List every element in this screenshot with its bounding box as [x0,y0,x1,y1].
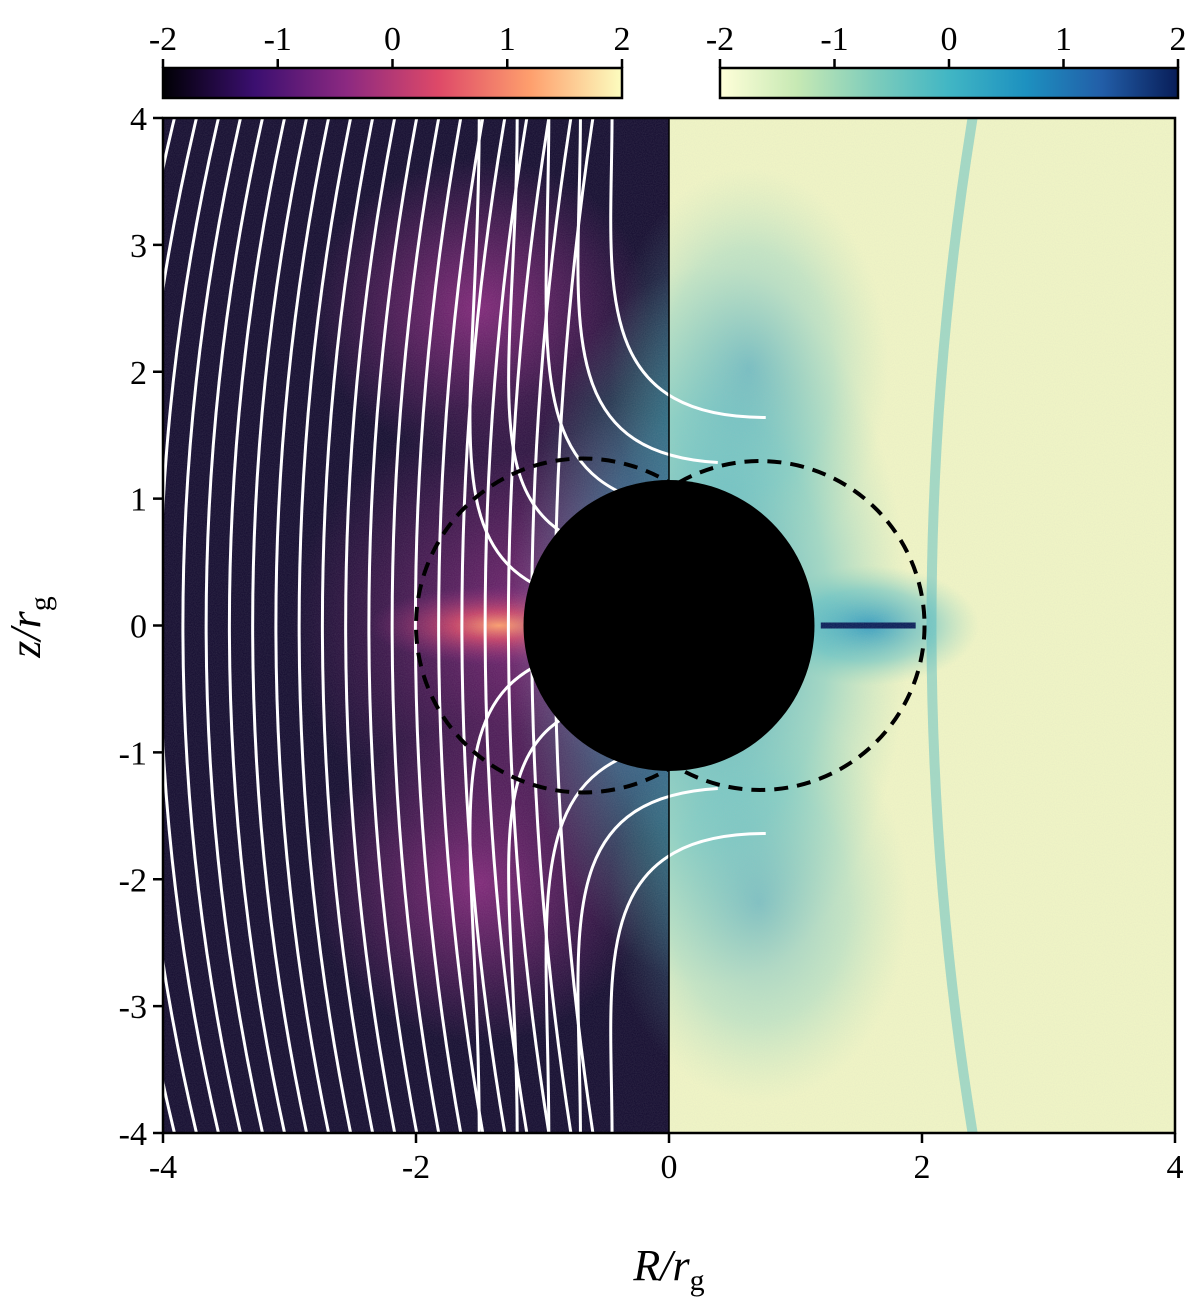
field-line [297,118,353,1133]
colorbar-tick-label: 2 [614,21,631,58]
colorbar-tick-label: -2 [149,21,177,58]
y-tick-label: 2 [130,355,147,392]
field-line [506,118,551,1133]
field-line [460,118,507,1133]
field-line [437,118,485,1133]
field-line [320,118,375,1133]
colorbar-tick-label: -1 [264,21,292,58]
colorbar [161,66,624,100]
y-tick-label: 0 [130,609,147,646]
y-tick-label: 4 [130,101,147,138]
colorbar-tick-label: 1 [499,21,516,58]
colorbar [718,66,1180,100]
x-tick-label: -2 [402,1149,430,1186]
y-tick-label: 3 [130,228,147,265]
field-line [609,118,766,419]
x-tick-label: 0 [661,1149,678,1186]
plot-area [163,118,1175,1133]
field-line [609,832,766,1133]
field-line [413,118,463,1133]
colorbar-tick-label: 1 [1055,21,1072,58]
field-line [344,118,397,1133]
field-line [468,118,569,599]
field-line [163,118,221,1133]
field-line [204,118,265,1133]
field-line [181,118,243,1133]
y-tick-label: -3 [119,989,147,1026]
colorbar-tick-label: -2 [706,21,734,58]
y-axis-label: z/rg [1,596,57,658]
y-tick-label: 1 [130,482,147,519]
field-line [390,118,441,1133]
colorbar-tick-label: -1 [820,21,848,58]
field-line [483,118,529,1133]
field-line [163,118,199,1133]
colorbar-tick-label: 2 [1170,21,1187,58]
y-tick-label: -2 [119,862,147,899]
field-line [576,118,718,464]
colorbar-tick-label: 0 [941,21,958,58]
field-line [367,118,419,1133]
y-tick-label: -4 [119,1116,147,1153]
field-line [274,118,331,1133]
x-tick-label: 4 [1167,1149,1184,1186]
field-line [251,118,309,1133]
y-tick-label: -1 [119,735,147,772]
colorbar-tick-label: 0 [384,21,401,58]
field-line [576,787,718,1133]
field-line [468,652,569,1133]
x-tick-label: -4 [149,1149,177,1186]
field-line [227,118,287,1133]
x-axis-label: R/rg [632,1241,704,1297]
x-tick-label: 2 [914,1149,931,1186]
